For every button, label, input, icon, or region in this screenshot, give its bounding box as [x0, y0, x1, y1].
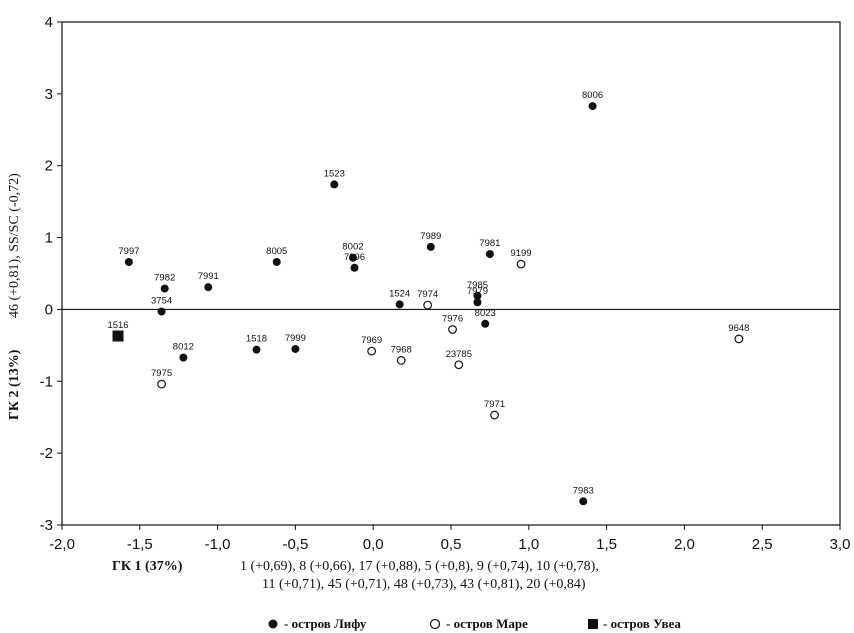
data-point-label: 7999 [285, 333, 306, 344]
data-point-filled [124, 258, 133, 267]
y-axis-subtitle-group: 46 (+0,81), SS/SC (-0,72) [7, 173, 22, 318]
legend-label-ouvea: - остров Увеа [603, 616, 681, 631]
data-point-label: 7968 [391, 344, 412, 355]
data-point-filled [350, 263, 359, 272]
data-point-label: 7979 [467, 286, 488, 297]
data-point-open [734, 334, 744, 344]
data-point-open [367, 346, 377, 356]
data-point-open [157, 379, 166, 389]
x-tick-label: 1,5 [596, 536, 617, 553]
x-tick-label: 1,0 [518, 536, 539, 553]
data-point-label: 1518 [246, 334, 267, 345]
data-point-open [490, 410, 499, 420]
data-point-filled [579, 497, 588, 506]
data-point-label: 7983 [573, 485, 594, 496]
data-point-filled [272, 258, 281, 267]
y-axis-title-group: ГК 2 (13%) [7, 349, 22, 420]
data-point-label: 23785 [446, 349, 472, 360]
data-point-filled [473, 291, 482, 300]
y-tick-label: 4 [45, 14, 53, 31]
data-point-filled [348, 253, 357, 262]
data-point-square [112, 330, 124, 342]
legend-filled-square-icon [588, 619, 598, 629]
data-point-filled [485, 250, 494, 259]
data-point-filled [588, 102, 597, 111]
data-point-filled [473, 298, 482, 307]
data-point-filled [395, 300, 404, 309]
x-tick-label: 2,0 [674, 536, 695, 553]
x-axis-subtitle-line2: 11 (+0,71), 45 (+0,71), 48 (+0,73), 43 (… [262, 577, 586, 592]
data-point-label: 7969 [361, 335, 382, 346]
y-axis-title: ГК 2 (13%) [7, 349, 22, 420]
data-point-label: 9199 [510, 248, 531, 259]
legend-open-circle-icon [429, 618, 441, 630]
data-point-filled [157, 307, 166, 316]
x-axis-title: ГК 1 (37%) [112, 559, 183, 574]
data-point-label: 8012 [173, 342, 194, 353]
data-point-filled [291, 344, 300, 353]
data-point-open [454, 360, 464, 370]
data-point-label: 7991 [198, 271, 219, 282]
data-point-label: 1523 [324, 168, 345, 179]
data-point-label: 8006 [582, 90, 603, 101]
legend-label-lifou: - остров Лифу [284, 616, 367, 631]
y-tick-label: -2 [40, 445, 53, 462]
x-tick-label: -1,0 [205, 536, 231, 553]
data-point-label: 7997 [118, 246, 139, 257]
data-point-filled [330, 180, 339, 189]
data-point-filled [160, 284, 169, 293]
data-point-label: 9648 [728, 323, 749, 334]
x-tick-label: -0,5 [282, 536, 308, 553]
data-point-label: 7971 [484, 399, 505, 410]
data-point-open [516, 259, 526, 269]
data-point-label: 7981 [479, 238, 500, 249]
x-tick-label: 0,5 [441, 536, 462, 553]
y-tick-label: 2 [45, 158, 53, 175]
data-point-open [396, 356, 406, 365]
y-axis-ticks: 4 3 2 1 0 -1 -2 -3 [40, 14, 62, 534]
y-tick-label: -3 [40, 517, 53, 534]
y-tick-label: 3 [45, 86, 53, 103]
data-point-filled [252, 345, 261, 354]
y-axis-subtitle: 46 (+0,81), SS/SC (-0,72) [7, 173, 22, 318]
x-axis-ticks: -2,0 -1,5 -1,0 -0,5 0,0 0,5 1,0 1,5 2,0 2,5 3,0 [49, 525, 850, 553]
x-tick-label: -1,5 [127, 536, 153, 553]
x-tick-label: 2,5 [752, 536, 773, 553]
data-point-open [448, 325, 457, 334]
data-point-label: 7975 [151, 368, 172, 379]
data-point-filled [426, 242, 435, 251]
y-tick-label: 1 [45, 230, 53, 247]
legend-filled-circle-icon [268, 619, 278, 629]
legend: - остров Лифу - остров Маре - остров Уве… [268, 616, 681, 631]
data-point-filled [481, 319, 490, 328]
data-point-label: 7982 [154, 273, 175, 284]
x-tick-label: 3,0 [830, 536, 851, 553]
data-point-label: 8023 [475, 308, 496, 319]
data-point-label: 8002 [342, 242, 363, 253]
x-tick-label: 0,0 [363, 536, 384, 553]
data-point-label: 7989 [420, 231, 441, 242]
x-tick-label: -2,0 [49, 536, 75, 553]
data-point-label: 3754 [151, 296, 172, 307]
data-point-label: 8005 [266, 246, 287, 257]
y-tick-label: -1 [40, 373, 53, 390]
x-axis-subtitle-line1: 1 (+0,69), 8 (+0,66), 17 (+0,88), 5 (+0,… [240, 559, 599, 574]
data-point-filled [204, 283, 213, 292]
data-point-open [423, 300, 433, 310]
data-point-label: 7974 [417, 289, 438, 300]
data-point-label: 1524 [389, 288, 410, 299]
data-point-label: 7976 [442, 314, 463, 325]
data-point-label: 7985 [467, 280, 488, 291]
data-point-filled [179, 353, 188, 362]
y-tick-label: 0 [45, 301, 53, 318]
legend-label-mare: - остров Маре [446, 616, 528, 631]
data-point-label: 1516 [107, 320, 128, 331]
plot-frame [61, 21, 841, 526]
data-point-label: 7996 [344, 252, 365, 263]
